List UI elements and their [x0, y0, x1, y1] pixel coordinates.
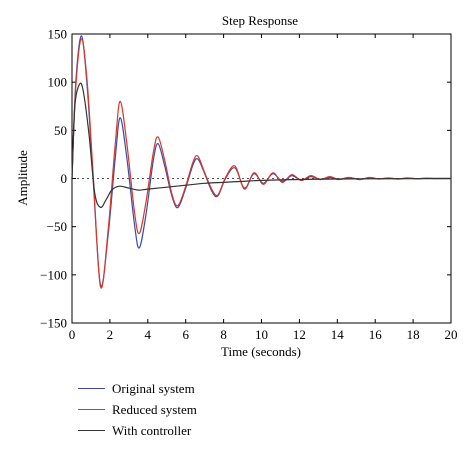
chart-title: Step Response	[222, 13, 298, 28]
x-tick-label: 0	[69, 327, 76, 342]
legend-label-reduced: Reduced system	[112, 401, 197, 417]
x-tick-label: 2	[107, 327, 114, 342]
y-tick-label: 0	[61, 171, 68, 186]
legend-item-reduced: Reduced system	[78, 399, 197, 420]
y-tick-label: 100	[48, 75, 68, 90]
legend-swatch-reduced	[78, 409, 105, 410]
x-tick-label: 10	[255, 327, 268, 342]
legend-swatch-original	[78, 388, 105, 389]
y-tick-label: −100	[40, 267, 67, 282]
y-tick-label: 150	[48, 27, 68, 42]
legend-label-controller: With controller	[112, 422, 192, 438]
x-tick-label: 14	[331, 327, 345, 342]
step-response-chart: Step Response 0 2 4 6 8 10 12 14 16 18 20 −150 −100 −…	[15, 13, 458, 359]
y-tick-label: 50	[54, 123, 67, 138]
y-axis-label: Amplitude	[15, 150, 30, 206]
y-tick-label: −150	[40, 316, 67, 331]
x-tick-label: 16	[369, 327, 383, 342]
x-tick-label: 18	[407, 327, 420, 342]
chart-legend: Original system Reduced system With cont…	[78, 378, 197, 441]
series-lines	[71, 35, 452, 289]
axis-ticks: 0 2 4 6 8 10 12 14 16 18 20 −150 −100 −50 0 50 100 150	[40, 27, 457, 343]
x-tick-label: 8	[220, 327, 227, 342]
x-tick-label: 4	[145, 327, 152, 342]
legend-item-original: Original system	[78, 378, 197, 399]
series-line-reduced-system	[71, 38, 451, 289]
x-tick-label: 6	[182, 327, 189, 342]
legend-label-original: Original system	[112, 380, 195, 396]
x-tick-label: 12	[293, 327, 306, 342]
x-tick-label: 20	[445, 327, 458, 342]
legend-item-controller: With controller	[78, 420, 197, 441]
legend-swatch-controller	[78, 430, 105, 431]
series-line-with-controller	[71, 82, 452, 209]
y-tick-label: −50	[47, 219, 67, 234]
x-axis-label: Time (seconds)	[221, 344, 301, 359]
